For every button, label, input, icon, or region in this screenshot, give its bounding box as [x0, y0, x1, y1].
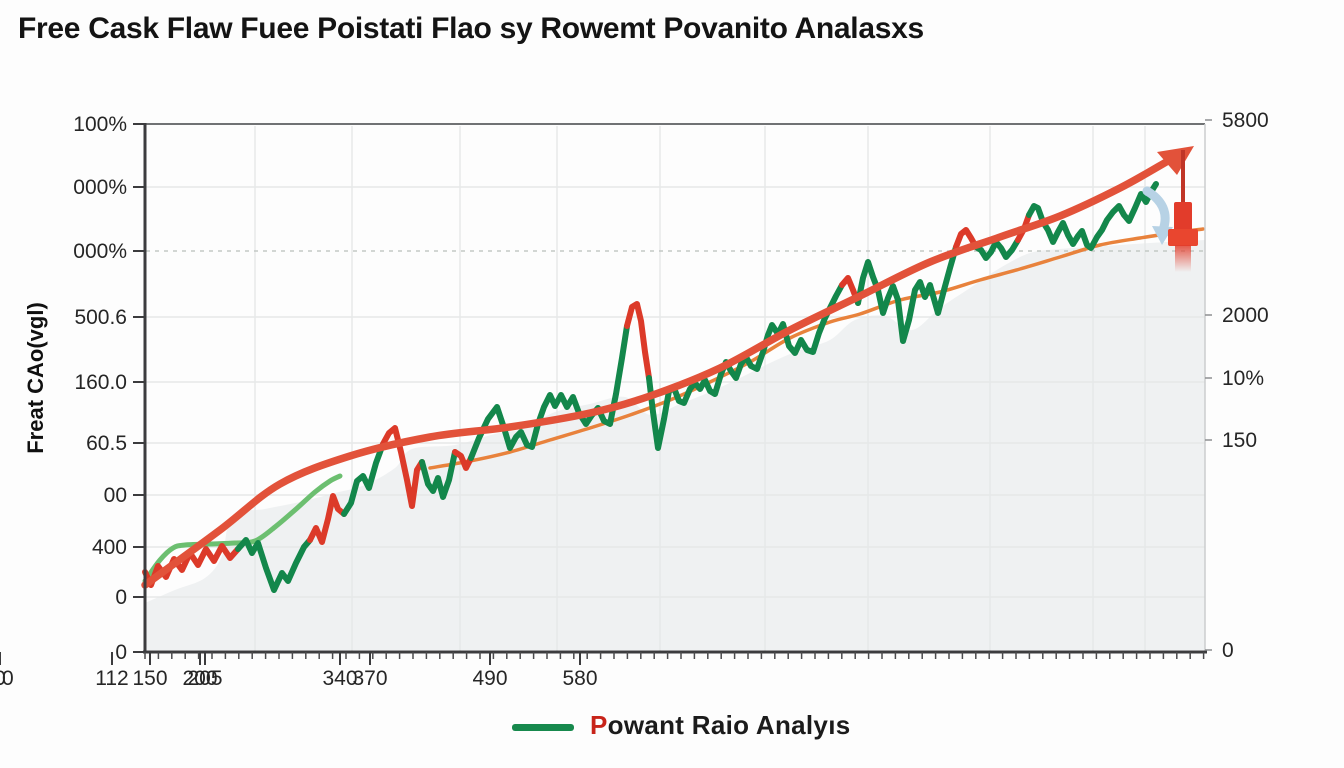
svg-text:000%: 000%	[73, 240, 127, 263]
svg-text:0: 0	[115, 641, 127, 664]
svg-text:370: 370	[352, 667, 387, 690]
svg-text:10%: 10%	[1222, 367, 1264, 390]
legend: Powant Raio Analyıs	[512, 710, 850, 741]
svg-text:490: 490	[472, 667, 507, 690]
svg-text:00: 00	[104, 484, 127, 507]
svg-text:580: 580	[562, 667, 597, 690]
svg-text:'10: '10	[0, 667, 14, 690]
svg-text:2000: 2000	[1222, 304, 1269, 327]
trend-line	[141, 157, 1172, 589]
pullback-arrow	[1142, 186, 1173, 245]
svg-text:500.6: 500.6	[74, 306, 127, 329]
svg-text:0: 0	[115, 586, 127, 609]
area-fill	[145, 240, 1205, 650]
svg-text:205: 205	[187, 667, 222, 690]
svg-text:200: 200	[182, 667, 217, 690]
legend-label-rest: owant Raio Analyıs	[607, 710, 851, 740]
svg-text:160.0: 160.0	[74, 371, 127, 394]
gridlines	[146, 126, 1205, 651]
legend-label-prefix: P	[590, 710, 608, 740]
svg-text:5800: 5800	[1222, 109, 1269, 132]
right-axis-labels: 5800 2000 10% 150 0	[1222, 109, 1269, 662]
svg-text:112: 112	[95, 667, 128, 690]
svg-text:400: 400	[92, 536, 127, 559]
chart-title: Free Cask Flaw Fuee Poistati Flao sy Row…	[18, 12, 924, 45]
axis-ticks	[0, 119, 1212, 665]
svg-text:000%: 000%	[73, 176, 127, 199]
svg-text:100%: 100%	[73, 113, 127, 136]
svg-text:150: 150	[1222, 429, 1257, 452]
legend-label: Powant Raio Analyıs	[590, 710, 850, 741]
svg-text:340: 340	[322, 667, 357, 690]
candle-marker	[1168, 150, 1198, 272]
svg-text:0: 0	[0, 667, 6, 690]
svg-text:60.5: 60.5	[86, 432, 127, 455]
svg-text:150: 150	[132, 667, 167, 690]
svg-text:0: 0	[1222, 639, 1234, 662]
legend-swatch	[512, 723, 574, 731]
